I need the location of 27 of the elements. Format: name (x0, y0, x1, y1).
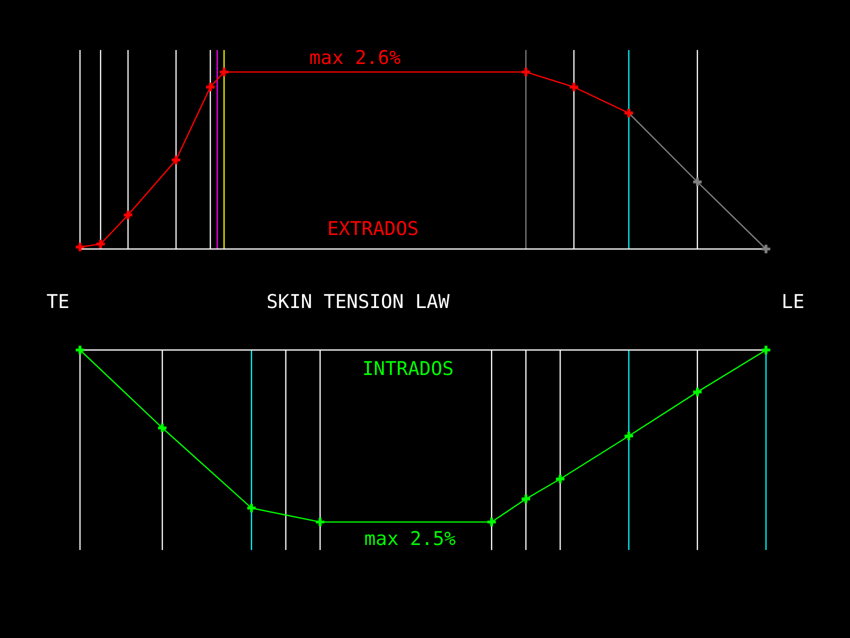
point (76, 242, 84, 252)
point (316, 518, 324, 526)
point (693, 178, 702, 186)
point (158, 424, 167, 432)
point (124, 210, 132, 220)
point (693, 388, 702, 396)
point (76, 346, 84, 354)
point (624, 432, 634, 440)
text: max 2.5% (364, 528, 456, 550)
point (556, 474, 564, 484)
text: SKIN TENSION LAW (266, 291, 450, 313)
point (172, 156, 180, 164)
point (762, 346, 770, 354)
point (522, 494, 530, 504)
text: TE (46, 291, 70, 313)
point (96, 240, 105, 248)
point (522, 68, 530, 76)
point (487, 518, 496, 526)
point (762, 244, 770, 254)
point (220, 68, 228, 76)
point (570, 82, 578, 92)
annotation: EXTRADOS (327, 218, 419, 240)
annotation: INTRADOS (362, 358, 454, 380)
point (247, 504, 256, 512)
point (206, 82, 215, 92)
text: max 2.6% (309, 47, 402, 69)
text: LE (782, 291, 804, 313)
